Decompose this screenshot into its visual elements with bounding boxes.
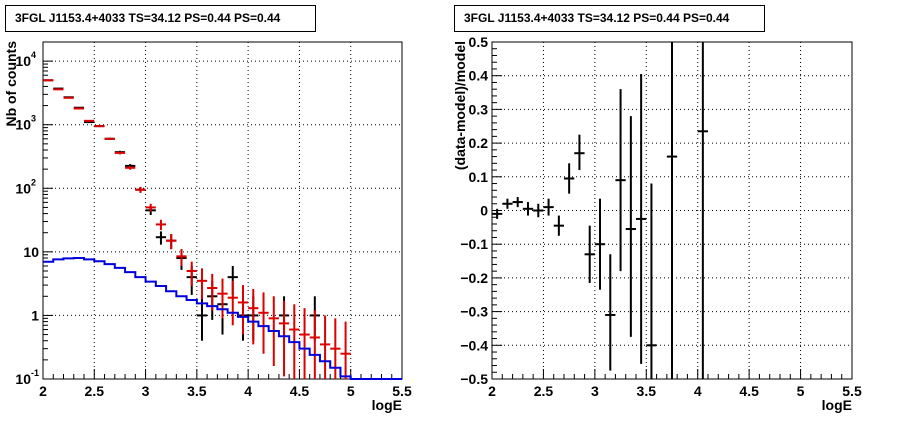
right-y-axis-label: (data-model)/model (452, 41, 468, 170)
left-x-tick-label: 3.5 (187, 383, 207, 399)
left-x-tick-label: 4 (244, 383, 252, 399)
left-model-step-line (43, 257, 402, 380)
left-y-axis-label: Nb of counts (3, 41, 19, 127)
right-y-tick-label: −0.5 (460, 371, 488, 387)
left-x-tick-label: 4.5 (290, 383, 310, 399)
left-x-tick-label: 5 (347, 383, 355, 399)
right-x-tick-label: 3.5 (637, 383, 657, 399)
left-y-tick-exponent: 4 (31, 50, 36, 60)
right-y-tick-label: 0 (480, 203, 488, 219)
left-series-1 (43, 79, 351, 379)
right-x-tick-label: 3 (591, 383, 599, 399)
right-x-tick-label: 2 (488, 383, 496, 399)
left-series-0 (43, 79, 320, 341)
right-plot-title: 3FGL J1153.4+4033 TS=34.12 PS=0.44 PS=0.… (454, 5, 765, 32)
left-y-tick-label: 1 (31, 307, 39, 323)
right-y-tick-label: 0.3 (469, 101, 489, 117)
left-plot-frame (42, 41, 403, 380)
left-x-tick-label: 5.5 (392, 383, 412, 399)
left-y-tick-label: 10 (15, 117, 31, 133)
right-y-tick-label: 0.4 (469, 68, 489, 84)
left-y-tick-exponent: 2 (31, 177, 36, 187)
right-y-tick-label: 0.5 (469, 34, 489, 50)
right-y-tick-label: −0.2 (460, 270, 488, 286)
right-x-tick-label: 2.5 (534, 383, 554, 399)
left-y-tick-label: 10 (15, 53, 31, 69)
left-y-tick-exponent: 3 (31, 114, 36, 124)
right-x-tick-label: 4.5 (739, 383, 759, 399)
right-y-tick-label: −0.3 (460, 304, 488, 320)
left-x-tick-label: 2 (39, 383, 47, 399)
right-y-tick-label: 0.1 (469, 169, 489, 185)
right-series-0 (492, 42, 708, 379)
right-y-tick-label: −0.1 (460, 236, 488, 252)
right-x-tick-label: 5 (797, 383, 805, 399)
right-y-tick-label: −0.4 (460, 337, 488, 353)
left-x-tick-label: 3 (142, 383, 150, 399)
left-y-tick-label: 10 (15, 371, 31, 387)
right-plot-area: 2 2.5 3 3.5 4 4.5 5 5.5 −0.5 −0.4 −0.3 −0.2 −0.1 0 0.1… (452, 34, 862, 413)
left-y-tick-label: 10 (15, 180, 31, 196)
left-series-2 (43, 257, 402, 380)
left-plot-title: 3FGL J1153.4+4033 TS=34.12 PS=0.44 PS=0.… (5, 5, 316, 32)
left-x-tick-label: 2.5 (85, 383, 105, 399)
right-x-axis-label: logE (822, 397, 852, 413)
right-y-tick-label: 0.2 (469, 135, 489, 151)
right-x-tick-label: 5.5 (842, 383, 862, 399)
left-y-tick-label: 10 (23, 244, 39, 260)
left-x-axis-label: logE (372, 397, 402, 413)
right-x-tick-label: 4 (694, 383, 702, 399)
left-y-tick-exponent: -1 (31, 368, 39, 378)
